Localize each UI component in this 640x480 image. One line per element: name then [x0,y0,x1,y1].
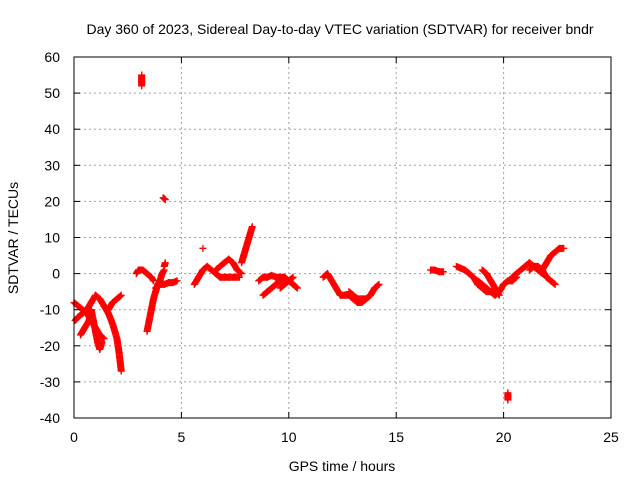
x-axis-label: GPS time / hours [289,458,396,474]
data-marks [70,71,568,404]
data-point [248,223,256,231]
series-s5 [138,71,146,90]
data-point [288,274,296,282]
series-s17 [276,273,297,292]
data-point [116,292,124,300]
data-point [161,196,169,204]
data-point [560,244,568,252]
series-s22 [474,273,520,299]
series-s24 [504,389,512,404]
y-tick-label: -30 [40,374,60,390]
y-axis-label: SDTVAR / TECUs [5,182,21,294]
data-point [138,71,146,79]
x-tick-label: 25 [603,429,619,445]
data-point [117,367,125,375]
series-s27 [538,244,568,274]
data-point [551,280,559,288]
grid [74,57,611,418]
data-point [289,273,297,281]
series-s8 [160,259,169,270]
series-s4 [104,291,125,314]
x-tick-label: 15 [388,429,404,445]
x-tick-label: 20 [496,429,512,445]
series-s20 [427,266,447,276]
data-point [293,283,301,291]
y-tick-label: 20 [44,193,60,209]
series-s10 [159,194,169,204]
x-tick-label: 10 [281,429,297,445]
data-point [199,244,207,252]
series-s14 [238,223,256,267]
y-tick-label: 10 [44,230,60,246]
series-s2 [71,291,125,375]
data-point [149,277,157,285]
y-tick-label: -40 [40,410,60,426]
series-s9 [152,277,181,292]
axis-ticks: 0 5 10 15 20 25 -40 -30 -20 -10 0 10 20 30 40 50 60 [40,49,619,445]
y-tick-label: 0 [52,266,60,282]
data-point [117,291,125,299]
data-point [439,268,447,276]
data-point [374,281,382,289]
data-point [504,389,512,397]
data-point [550,280,558,288]
data-point [495,291,503,299]
data-point [99,334,107,342]
data-point [161,259,169,267]
data-point [238,270,246,278]
y-tick-label: 40 [44,121,60,137]
data-point [280,274,288,282]
y-tick-label: 30 [44,157,60,173]
y-tick-label: 50 [44,85,60,101]
series-s3 [76,306,106,353]
series-s23 [478,266,503,299]
series-s16 [259,273,289,299]
x-tick-label: 5 [178,429,186,445]
series-s6 [132,266,157,285]
data-point [100,335,108,343]
series-s13 [212,255,246,278]
x-tick-label: 0 [70,429,78,445]
series-s12 [199,244,207,252]
y-tick-label: 60 [44,49,60,65]
y-tick-label: -20 [40,338,60,354]
series-s19 [345,280,383,303]
data-point [98,338,106,346]
data-point [173,277,181,285]
data-point [281,273,289,281]
data-point [293,284,301,292]
data-point [375,280,383,288]
chart-title: Day 360 of 2023, Sidereal Day-to-day VTE… [86,21,593,37]
data-point [237,269,245,277]
y-tick-label: -10 [40,302,60,318]
